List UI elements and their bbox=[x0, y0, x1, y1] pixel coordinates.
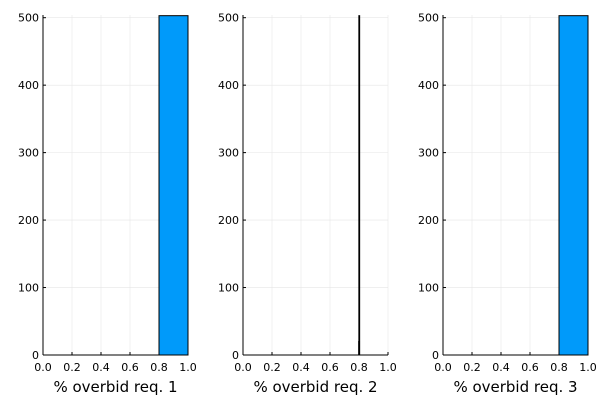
histogram-bar bbox=[358, 15, 361, 356]
x-tick-label: 0.2 bbox=[63, 361, 81, 374]
x-tick-label: 0.4 bbox=[92, 361, 110, 374]
y-tick-label: 400 bbox=[418, 79, 439, 92]
y-tick-label: 400 bbox=[218, 79, 239, 92]
histogram-bar bbox=[158, 15, 189, 356]
y-tick-label: 500 bbox=[418, 12, 439, 25]
y-tick-label: 0 bbox=[232, 349, 239, 362]
y-tick-label: 100 bbox=[218, 282, 239, 295]
y-tick-label: 100 bbox=[18, 282, 39, 295]
y-tick-label: 200 bbox=[218, 214, 239, 227]
x-tick-label: 1.0 bbox=[379, 361, 397, 374]
x-tick-label: 0.4 bbox=[492, 361, 510, 374]
x-tick-label: 0.8 bbox=[350, 361, 368, 374]
y-tick-label: 500 bbox=[218, 12, 239, 25]
subplot-3: 0.0 0.2 0.4 0.6 0.8 1.0 0 100 200 300 400 500 % over… bbox=[418, 12, 597, 396]
y-tick-label: 200 bbox=[18, 214, 39, 227]
x-tick-label: 0.0 bbox=[34, 361, 52, 374]
x-axis-label: % overbid req. 2 bbox=[253, 378, 377, 396]
x-tick-label: 0.6 bbox=[121, 361, 139, 374]
y-tick-label: 200 bbox=[418, 214, 439, 227]
x-tick-label: 0.0 bbox=[434, 361, 452, 374]
y-tick-label: 500 bbox=[18, 12, 39, 25]
y-tick-label: 0 bbox=[32, 349, 39, 362]
x-axis-label: % overbid req. 3 bbox=[453, 378, 577, 396]
x-tick-label: 0.4 bbox=[292, 361, 310, 374]
x-tick-label: 0.6 bbox=[521, 361, 539, 374]
x-tick-label: 0.2 bbox=[263, 361, 281, 374]
y-tick-label: 100 bbox=[418, 282, 439, 295]
y-tick-label: 300 bbox=[418, 147, 439, 160]
y-tick-label: 0 bbox=[432, 349, 439, 362]
x-axis-label: % overbid req. 1 bbox=[53, 378, 177, 396]
x-tick-label: 0.6 bbox=[321, 361, 339, 374]
x-tick-label: 0.8 bbox=[550, 361, 568, 374]
x-tick-label: 1.0 bbox=[179, 361, 197, 374]
y-tick-label: 300 bbox=[218, 147, 239, 160]
subplot-1: 0.0 0.2 0.4 0.6 0.8 1.0 0 100 200 300 400 500 % over… bbox=[18, 12, 197, 396]
x-tick-label: 1.0 bbox=[579, 361, 597, 374]
x-tick-label: 0.0 bbox=[234, 361, 252, 374]
subplot-2: 0.0 0.2 0.4 0.6 0.8 1.0 0 100 200 300 400 500 % over… bbox=[218, 12, 397, 396]
histogram-bar bbox=[558, 15, 589, 356]
y-tick-label: 300 bbox=[18, 147, 39, 160]
x-tick-label: 0.2 bbox=[463, 361, 481, 374]
y-tick-label: 400 bbox=[18, 79, 39, 92]
x-tick-label: 0.8 bbox=[150, 361, 168, 374]
